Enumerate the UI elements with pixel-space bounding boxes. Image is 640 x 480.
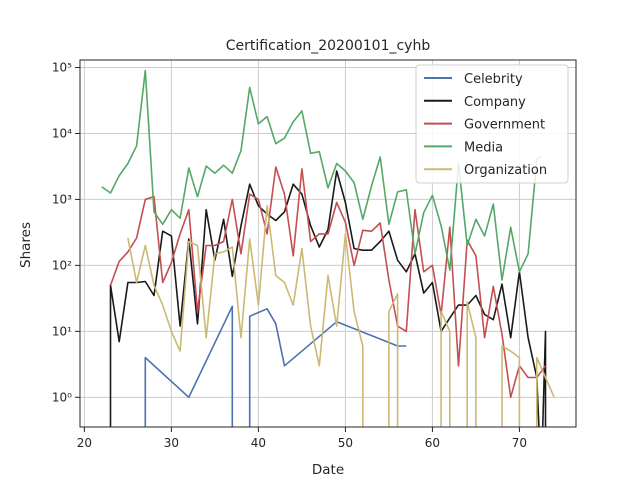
legend-label-media: Media	[464, 140, 503, 155]
legend-label-celebrity: Celebrity	[464, 72, 523, 87]
series-line-company	[109, 170, 547, 427]
legend-label-government: Government	[464, 118, 545, 133]
x-tick-label: 70	[512, 436, 527, 450]
x-tick-label: 30	[164, 436, 179, 450]
y-tick-label: 10⁰	[52, 390, 72, 404]
legend-box	[415, 64, 569, 184]
tick-layer: 20 30 40 50 60 70 10⁰ 10¹ 10² 10³ 10⁴ 10⁵	[52, 61, 527, 450]
y-tick-label: 10⁴	[52, 126, 72, 140]
plot-frame	[79, 59, 577, 428]
x-axis-label: Date	[312, 462, 344, 478]
legend-label-organization: Organization	[464, 163, 547, 178]
series-line-government	[109, 166, 547, 399]
series-layer	[101, 69, 555, 427]
y-tick-label: 10⁵	[52, 61, 72, 75]
legend-label-company: Company	[464, 95, 526, 110]
chart-title: Certification_20200101_cyhb	[226, 38, 431, 54]
x-tick-label: 40	[251, 436, 266, 450]
legend: Celebrity Company Government Media Organizat…	[415, 64, 569, 184]
series-line-organization	[127, 205, 555, 427]
y-tick-label: 10²	[52, 258, 72, 272]
x-tick-label: 50	[338, 436, 353, 450]
y-axis-label: Shares	[18, 222, 34, 268]
x-tick-label: 20	[77, 436, 92, 450]
y-tick-label: 10³	[52, 192, 72, 206]
y-tick-label: 10¹	[52, 324, 72, 338]
series-line-media	[101, 69, 542, 281]
x-tick-label: 60	[425, 436, 440, 450]
